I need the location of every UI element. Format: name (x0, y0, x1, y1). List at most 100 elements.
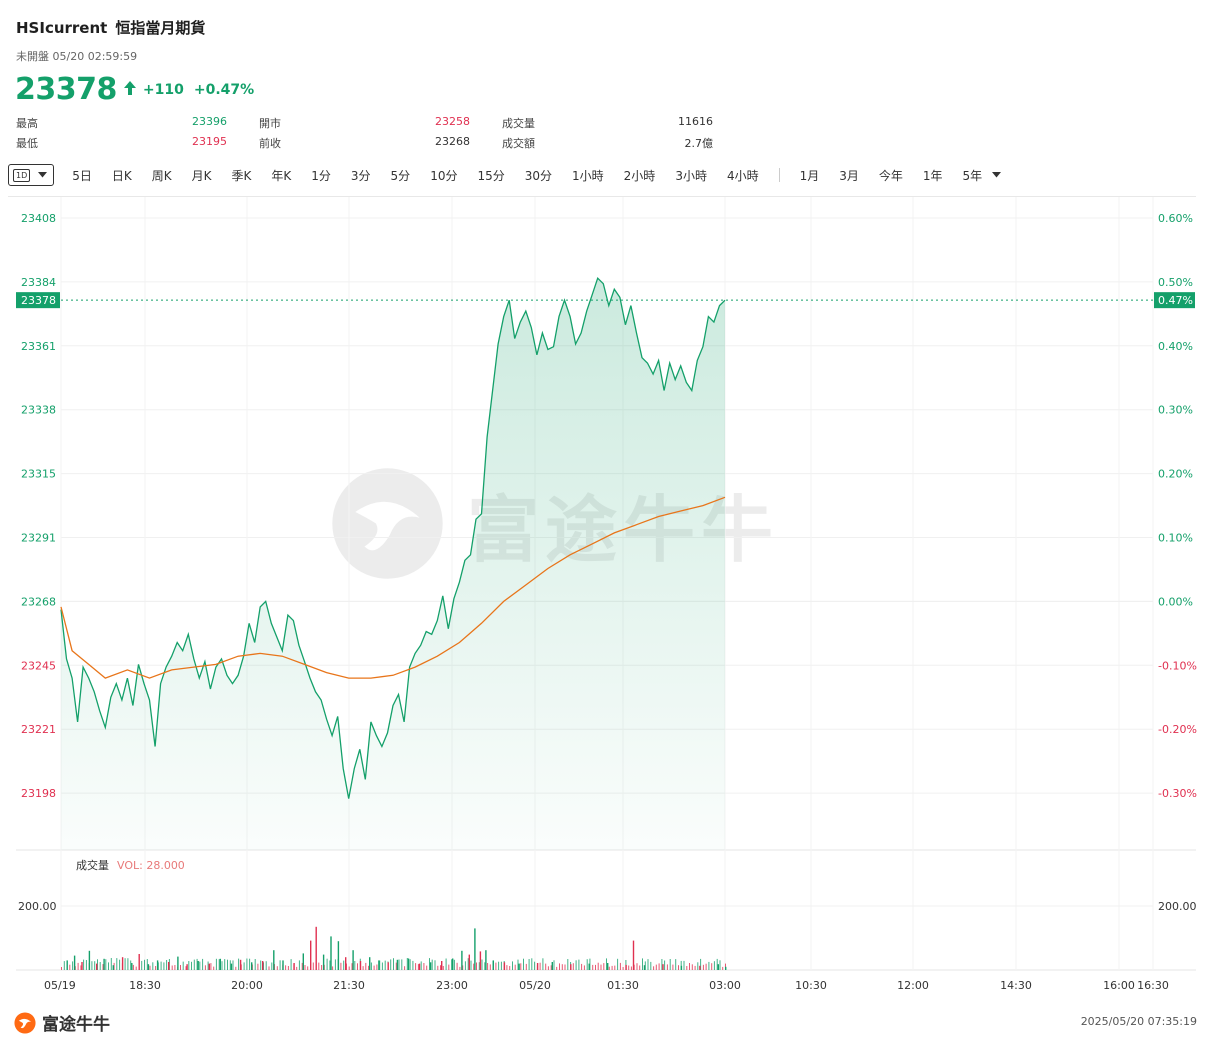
volume-bar-small (301, 962, 303, 970)
volume-bar-small (506, 965, 508, 970)
volume-bar-small (130, 960, 132, 970)
period-option-a-0[interactable]: 5日 (72, 168, 92, 183)
volume-bar-small (243, 962, 245, 970)
volume-bar (485, 950, 487, 970)
volume-bar-small (713, 961, 715, 970)
current-pct-tag-right (1154, 292, 1195, 309)
x-tick-label: 16:30 (1137, 979, 1169, 992)
volume-bar-small (434, 960, 436, 970)
volume-bar (570, 964, 572, 970)
period-option-a-7[interactable]: 3分 (350, 168, 371, 183)
volume-bar-small (611, 965, 613, 970)
volume-bar-small (351, 963, 353, 970)
volume-bar-small (417, 964, 419, 970)
period-option-b-3[interactable]: 1年 (922, 168, 943, 183)
volume-bar-small (572, 963, 574, 970)
volume-bar-small (456, 962, 458, 970)
volume-bar (262, 961, 264, 970)
volume-bar-small (686, 966, 688, 970)
period-option-a-3[interactable]: 月K (191, 168, 212, 183)
period-option-a-13[interactable]: 2小時 (623, 168, 656, 183)
volume-bar-small (661, 959, 663, 970)
period-option-a-9[interactable]: 10分 (430, 168, 458, 183)
volume-bar (359, 961, 362, 970)
volume-bar-small (719, 960, 721, 970)
volume-bar-small (207, 961, 209, 970)
volume-bar-small (592, 964, 594, 970)
volume-bar-small (332, 966, 334, 970)
volume-bar-small (523, 958, 524, 970)
volume-bar-small (669, 959, 671, 970)
period-option-a-11[interactable]: 30分 (524, 168, 553, 183)
x-tick-label: 12:00 (897, 979, 929, 992)
period-option-b-2[interactable]: 今年 (878, 168, 903, 183)
volume-bar-small (362, 966, 364, 970)
period-option-a-15[interactable]: 4小時 (726, 168, 759, 183)
volume-bar-small (442, 966, 444, 970)
volume-bar-small (119, 959, 121, 970)
volume-bar-small (296, 966, 298, 970)
volume-bar-small (229, 960, 231, 970)
volume-bar-small (437, 965, 439, 970)
volume-bar-small (346, 963, 347, 970)
period-option-a-2[interactable]: 周K (151, 168, 172, 183)
volume-bar-small (77, 962, 79, 970)
period-list-a: 5日 日K 周K 月K 季K 年K 1分 3分 5分 10分 15分 30分 1小時 2小時 3小時 4小時 (62, 167, 768, 184)
last-price: 23378 (15, 72, 117, 107)
y-tick-left: 23361 (21, 340, 56, 353)
volume-bar (197, 961, 199, 970)
more-periods-caret-icon[interactable] (992, 172, 1002, 178)
period-option-a-12[interactable]: 1小時 (572, 168, 604, 183)
volume-bar-small (94, 961, 96, 970)
price-change: +110 (142, 81, 184, 98)
volume-bar (536, 963, 539, 970)
volume-bar (131, 963, 133, 970)
volume-bar (239, 959, 242, 970)
period-option-a-10[interactable]: 15分 (477, 168, 505, 183)
period-select[interactable]: 1D (8, 164, 55, 186)
volume-bar-small (321, 965, 323, 970)
volume-bar-small (636, 963, 638, 970)
period-option-b-4[interactable]: 5年 (962, 168, 983, 183)
period-option-a-4[interactable]: 季K (231, 168, 252, 183)
volume-bar-small (683, 960, 685, 970)
volume-bar-small (240, 964, 242, 970)
footer-logo: 富途牛牛 (14, 1010, 110, 1035)
y-tick-left: 23268 (21, 595, 56, 608)
volume-bar-small (448, 964, 450, 970)
period-option-a-5[interactable]: 年K (271, 168, 292, 183)
period-list-b: 1月 3月 今年 1年 5年 (790, 167, 993, 184)
volume-bar-small (514, 964, 516, 970)
volume-bar-small (312, 962, 314, 970)
period-option-a-14[interactable]: 3小時 (675, 168, 707, 183)
period-option-a-1[interactable]: 日K (111, 168, 132, 183)
toolbar-divider-line (8, 196, 1196, 197)
period-option-a-6[interactable]: 1分 (311, 168, 331, 183)
volume-bar-small (575, 960, 577, 970)
volume-bar-small (124, 958, 126, 970)
y-tick-left: 23408 (21, 212, 56, 225)
volume-bar-small (520, 963, 522, 970)
volume-bar-small (218, 959, 220, 970)
volume-bar-small (586, 959, 588, 970)
period-option-b-0[interactable]: 1月 (799, 168, 820, 183)
volume-bar-small (467, 958, 469, 970)
volume-bar-small (664, 960, 666, 970)
volume-bar (310, 940, 312, 970)
x-tick-label: 01:30 (607, 979, 639, 992)
price-line (60, 277, 726, 799)
volume-bar-small (146, 959, 148, 970)
volume-bar-small (705, 963, 707, 970)
period-option-a-8[interactable]: 5分 (390, 168, 411, 183)
stat-open-value: 23258 (435, 115, 470, 128)
volume-bar-small (182, 961, 184, 970)
volume-bar-small (517, 959, 519, 970)
period-option-b-1[interactable]: 3月 (839, 168, 859, 183)
volume-bar-small (166, 960, 168, 970)
volume-bar-small (672, 964, 674, 970)
x-tick-label: 05/19 (44, 979, 76, 992)
volume-bar-small (553, 960, 555, 970)
x-tick-label: 18:30 (129, 979, 161, 992)
y-tick-left: 23384 (21, 276, 56, 289)
